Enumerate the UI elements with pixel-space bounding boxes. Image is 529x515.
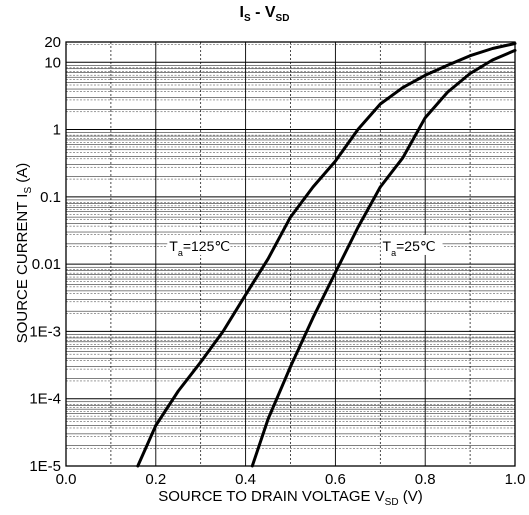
x-tick-label: 0.6 xyxy=(325,471,346,488)
x-tick-label: 0.2 xyxy=(145,471,166,488)
x-tick-label: 0.4 xyxy=(235,471,256,488)
y-tick-label: 1E-4 xyxy=(29,391,61,408)
y-tick-label: 0.01 xyxy=(32,256,61,273)
x-tick-label: 0.8 xyxy=(415,471,436,488)
y-tick-label: 1E-3 xyxy=(29,323,61,340)
plot-frame xyxy=(65,41,516,467)
series-label: Ta=25℃ xyxy=(383,238,436,258)
series-label: Ta=125℃ xyxy=(169,238,230,258)
series-label-bg xyxy=(167,234,230,255)
series-line xyxy=(136,42,517,468)
y-axis-label: SOURCE CURRENT IS (A) xyxy=(14,162,34,344)
series-line xyxy=(250,48,517,468)
chart-title: IS - VSD xyxy=(239,4,290,25)
y-tick-label: 0.1 xyxy=(40,189,61,206)
x-axis-label: SOURCE TO DRAIN VOLTAGE VSD (V) xyxy=(158,488,423,508)
y-tick-label: 10 xyxy=(44,54,61,71)
y-tick-label: 1E-5 xyxy=(29,458,61,475)
y-tick-label: 1 xyxy=(53,122,61,139)
x-tick-label: 1.0 xyxy=(505,471,526,488)
x-tick-label: 0.0 xyxy=(56,471,77,488)
y-tick-label: 20 xyxy=(44,34,61,51)
series-label-bg xyxy=(380,234,443,255)
